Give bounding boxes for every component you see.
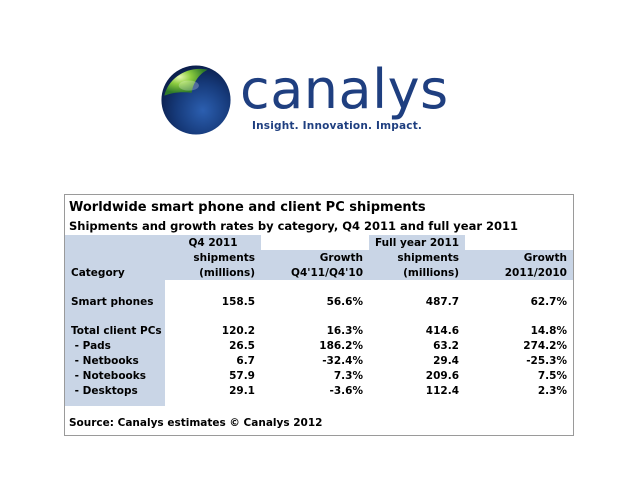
logo-tagline: Insight. Innovation. Impact. [252, 120, 423, 132]
table-row: - Pads 26.5 186.2% 63.2 274.2% [65, 338, 573, 353]
shipments-table-card: Worldwide smart phone and client PC ship… [64, 194, 574, 436]
row-category: Smart phones [65, 294, 165, 309]
row-fy: 209.6 [425, 369, 459, 382]
row-fy: 487.7 [425, 295, 459, 308]
header-q4-growth-line2: Q4'11/Q4'10 [261, 265, 369, 280]
table-row: - Notebooks 57.9 7.3% 209.6 7.5% [65, 368, 573, 383]
row-fy-growth: 14.8% [530, 324, 567, 337]
header-fy-line3: (millions) [369, 265, 465, 280]
table-subtitle: Shipments and growth rates by category, … [69, 219, 519, 233]
row-q4: 26.5 [229, 339, 255, 352]
row-q4-growth: 16.3% [326, 324, 363, 337]
header-q4-line2: shipments [165, 250, 261, 265]
row-q4-growth: -32.4% [322, 354, 363, 367]
header-fy-line1: Full year 2011 [369, 235, 465, 250]
row-category: Total client PCs [65, 323, 165, 338]
row-q4: 6.7 [236, 354, 255, 367]
row-q4-growth: -3.6% [329, 384, 363, 397]
row-q4: 158.5 [221, 295, 255, 308]
logo-wordmark: canalys [240, 58, 449, 121]
source-note: Source: Canalys estimates © Canalys 2012 [69, 417, 323, 429]
canalys-logo: canalys Insight. Innovation. Impact. [156, 54, 486, 144]
table-row: - Netbooks 6.7 -32.4% 29.4 -25.3% [65, 353, 573, 368]
row-q4: 120.2 [221, 324, 255, 337]
table-title: Worldwide smart phone and client PC ship… [69, 200, 426, 215]
header-category: Category [65, 265, 165, 280]
row-q4-growth: 56.6% [326, 295, 363, 308]
row-category: - Netbooks [65, 353, 165, 368]
table-row: Total client PCs 120.2 16.3% 414.6 14.8% [65, 323, 573, 338]
header-fy-line2: shipments [369, 250, 465, 265]
row-q4: 57.9 [229, 369, 255, 382]
row-fy: 29.4 [433, 354, 459, 367]
row-category: - Desktops [65, 383, 165, 398]
header-row-3: Category (millions) Q4'11/Q4'10 (million… [65, 265, 573, 280]
header-fy-growth-line1: Growth [465, 250, 573, 265]
header-row-2: shipments Growth shipments Growth [65, 250, 573, 265]
row-fy-growth: 2.3% [537, 384, 567, 397]
row-fy-growth: -25.3% [526, 354, 567, 367]
header-q4-line3: (millions) [165, 265, 261, 280]
row-q4-growth: 186.2% [319, 339, 363, 352]
header-fy-growth-line2: 2011/2010 [465, 265, 573, 280]
header-q4-line1: Q4 2011 [165, 235, 261, 250]
row-fy-growth: 7.5% [537, 369, 567, 382]
header-row-1: Q4 2011 Full year 2011 [65, 235, 573, 250]
row-fy: 414.6 [425, 324, 459, 337]
shipments-table: Q4 2011 Full year 2011 shipments Growth … [65, 235, 573, 406]
row-fy-growth: 274.2% [523, 339, 567, 352]
row-fy: 63.2 [433, 339, 459, 352]
row-category: - Pads [65, 338, 165, 353]
row-category: - Notebooks [65, 368, 165, 383]
row-q4-growth: 7.3% [333, 369, 363, 382]
row-q4: 29.1 [229, 384, 255, 397]
row-fy-growth: 62.7% [530, 295, 567, 308]
header-q4-growth-line1: Growth [261, 250, 369, 265]
globe-icon [161, 65, 231, 135]
row-fy: 112.4 [425, 384, 459, 397]
table-row: Smart phones 158.5 56.6% 487.7 62.7% [65, 294, 573, 309]
table-row: - Desktops 29.1 -3.6% 112.4 2.3% [65, 383, 573, 398]
